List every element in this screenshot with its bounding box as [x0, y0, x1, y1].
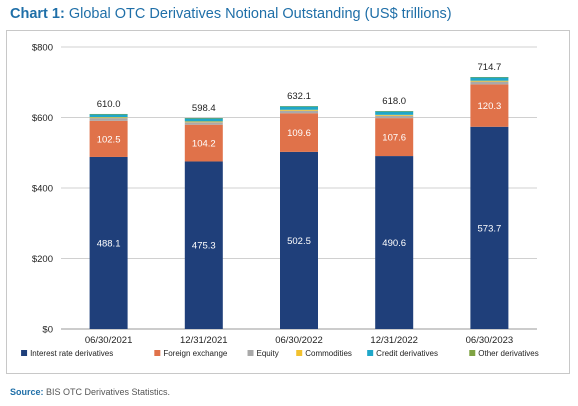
legend-swatch	[469, 350, 476, 356]
total-value-label: 632.1	[287, 91, 311, 102]
segment-value-label: 475.3	[192, 241, 216, 252]
data-labels: 488.1 102.5 610.0 475.3 104.2 598.4 502.5 109.6…	[97, 62, 502, 252]
bar-segment	[470, 84, 509, 127]
bars	[89, 77, 509, 329]
y-tick-label: $0	[42, 325, 53, 336]
bar-segment	[375, 118, 414, 157]
total-value-label: 598.4	[192, 103, 216, 114]
bar-segment	[280, 106, 318, 107]
y-axis-ticks: $0 $200 $400 $600 $800	[32, 43, 53, 336]
chart-frame: $0 $200 $400 $600 $800 488.1 102.5 610.0 475.3 1…	[6, 30, 570, 374]
bar-segment	[470, 81, 509, 85]
bar-segment	[375, 156, 414, 329]
bar-segment	[280, 151, 318, 329]
bar-segment	[89, 156, 128, 329]
bar-segment	[89, 114, 128, 118]
legend-swatch	[21, 350, 28, 356]
y-tick-label: $800	[32, 43, 53, 54]
chart-title: Chart 1: Global OTC Derivatives Notional…	[10, 6, 452, 22]
bar-segment	[280, 109, 318, 111]
source-note: Source: BIS OTC Derivatives Statistics.	[10, 387, 170, 397]
x-tick-label: 06/30/2021	[85, 335, 133, 346]
bar-segment	[89, 120, 128, 157]
segment-value-label: 490.6	[382, 238, 406, 249]
segment-value-label: 109.6	[287, 128, 311, 139]
legend-swatch	[154, 350, 161, 356]
stacked-bar-chart: $0 $200 $400 $600 $800 488.1 102.5 610.0 475.3 1…	[21, 43, 539, 358]
source-text: BIS OTC Derivatives Statistics.	[46, 387, 171, 397]
bar-segment	[375, 114, 414, 116]
bar-segment	[375, 111, 414, 115]
segment-value-label: 573.7	[478, 223, 502, 234]
segment-value-label: 488.1	[97, 238, 121, 249]
bar-segment	[184, 118, 223, 119]
segment-value-label: 502.5	[287, 236, 311, 247]
bar-segment	[184, 118, 223, 122]
legend-swatch	[296, 350, 303, 356]
bar-segment	[470, 80, 509, 82]
bar-segment	[280, 113, 318, 152]
legend-label: Equity	[257, 349, 279, 358]
bar-segment	[184, 161, 223, 329]
x-tick-label: 12/31/2021	[180, 335, 228, 346]
bar-segment	[89, 118, 128, 121]
bar-segment	[470, 126, 509, 329]
bar-segment	[375, 115, 414, 119]
segment-value-label: 107.6	[382, 133, 406, 144]
total-value-label: 618.0	[382, 96, 406, 107]
source-label: Source:	[10, 387, 44, 397]
x-tick-label: 06/30/2022	[275, 335, 323, 346]
x-tick-label: 12/31/2022	[370, 335, 418, 346]
legend-label: Foreign exchange	[163, 349, 228, 358]
bar-segment	[280, 106, 318, 110]
legend-label: Other derivatives	[478, 349, 538, 358]
chart-number-label: Chart 1:	[10, 6, 65, 22]
bar-segment	[184, 122, 223, 125]
legend-label: Credit derivatives	[376, 349, 438, 358]
segment-value-label: 102.5	[97, 134, 121, 145]
legend: Interest rate derivatives Foreign exchang…	[21, 349, 539, 358]
bar-segment	[89, 113, 128, 115]
bar-segment	[470, 77, 509, 78]
x-tick-label: 06/30/2023	[466, 335, 514, 346]
bar-segment	[184, 124, 223, 162]
bar-segment	[470, 77, 509, 81]
segment-value-label: 120.3	[478, 101, 502, 112]
y-tick-label: $200	[32, 254, 53, 265]
x-axis-ticks: 06/30/2021 12/31/2021 06/30/2022 12/31/2022…	[85, 335, 513, 346]
legend-swatch	[247, 350, 254, 356]
segment-value-label: 104.2	[192, 139, 216, 150]
y-tick-label: $600	[32, 113, 53, 124]
bar-segment	[280, 110, 318, 114]
legend-swatch	[367, 350, 374, 356]
legend-label: Interest rate derivatives	[30, 349, 113, 358]
y-tick-label: $400	[32, 184, 53, 195]
bar-segment	[375, 111, 414, 112]
legend-label: Commodities	[305, 349, 352, 358]
total-value-label: 610.0	[97, 99, 121, 110]
bar-segment	[89, 117, 128, 119]
chart-title-text: Global OTC Derivatives Notional Outstand…	[68, 6, 452, 22]
bar-segment	[184, 121, 223, 123]
total-value-label: 714.7	[478, 62, 502, 73]
